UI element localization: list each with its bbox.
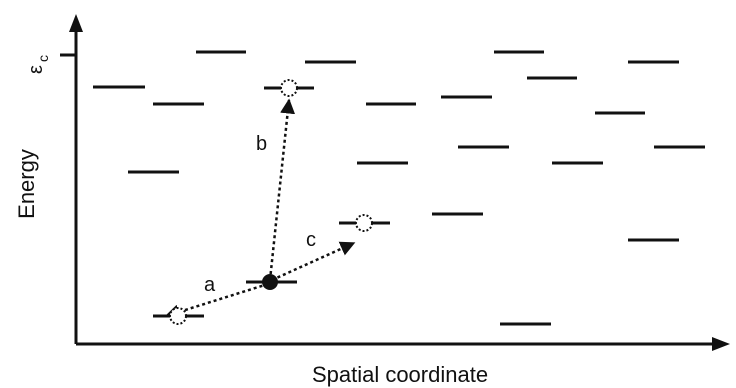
y-axis-arrowhead xyxy=(69,14,83,32)
ec-symbol: ε xyxy=(25,65,47,74)
hop-arrow-b xyxy=(268,98,296,281)
energy-levels xyxy=(93,50,705,326)
target-site-b xyxy=(280,79,298,97)
hop-label-b: b xyxy=(256,133,267,155)
x-axis-arrowhead xyxy=(712,337,730,351)
hop-label-c: c xyxy=(306,229,316,251)
hop-arrows xyxy=(164,98,356,320)
x-axis-label: Spatial coordinate xyxy=(312,362,488,387)
hop-arrow-c xyxy=(271,241,356,282)
target-site-c xyxy=(355,214,373,232)
occupied-site xyxy=(262,274,278,290)
target-sites xyxy=(169,79,373,325)
axes xyxy=(60,14,730,351)
hop-label-a: a xyxy=(204,274,216,296)
ec-subscript: c xyxy=(35,55,51,62)
y-axis-label: Energy xyxy=(14,149,39,219)
target-site-a xyxy=(169,307,187,325)
ec-label: ε c xyxy=(25,55,51,74)
